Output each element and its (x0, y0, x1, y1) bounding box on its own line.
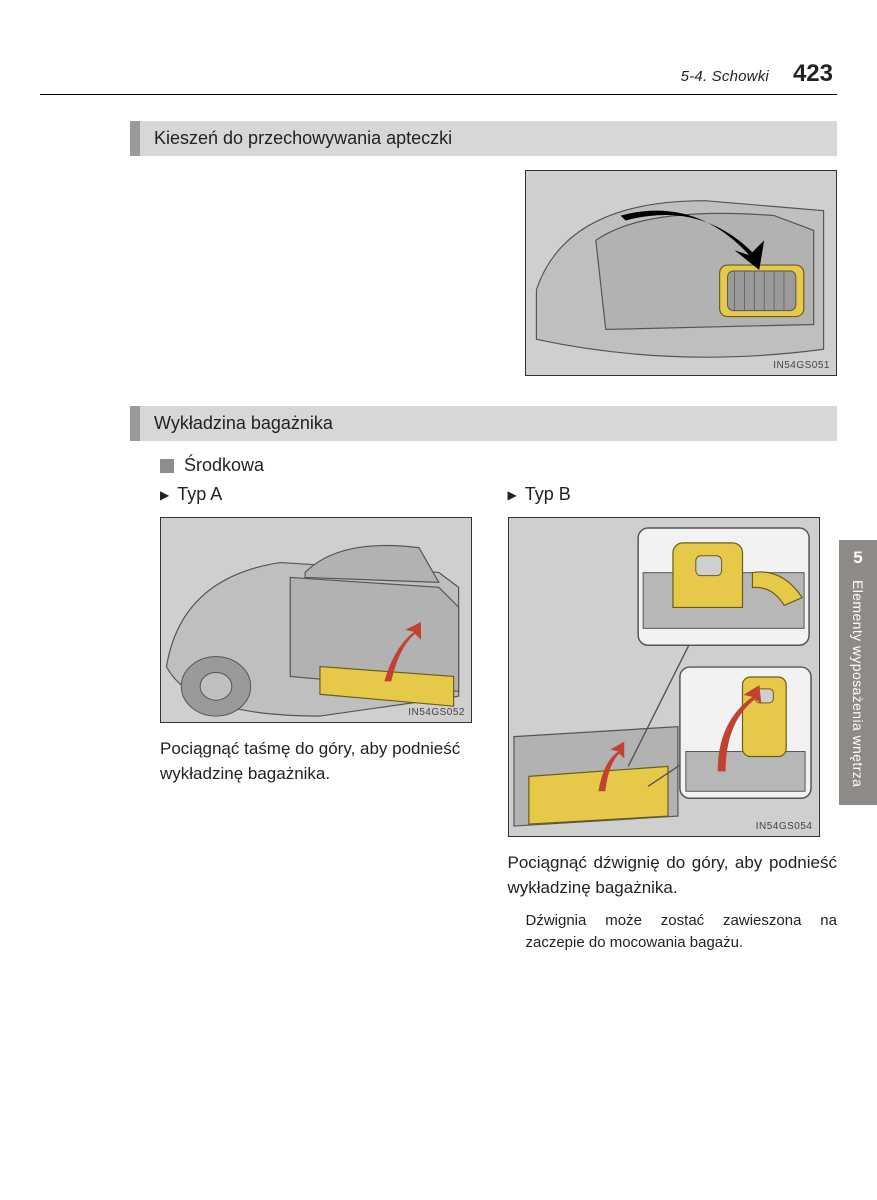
triangle-marker-icon: ▶ (508, 488, 517, 502)
page-number: 423 (793, 60, 833, 88)
type-label-b: ▶ Typ B (508, 484, 838, 505)
type-a-body: Pociągnąć taśmę do góry, aby podnieść wy… (160, 737, 490, 786)
type-b-body: Pociągnąć dźwignię do góry, aby podnieść… (508, 851, 838, 900)
figure-type-b: IN54GS054 (508, 517, 820, 837)
header-rule (40, 94, 837, 95)
square-marker-icon (160, 459, 174, 473)
trunk-pocket-illustration (526, 171, 836, 375)
type-b-text: Typ B (525, 484, 571, 505)
figure-1-wrap: IN54GS051 (160, 170, 837, 376)
chapter-title: Elementy wyposażenia wnętrza (850, 576, 866, 791)
chapter-number: 5 (853, 548, 862, 568)
type-a-text: Typ A (177, 484, 222, 505)
figure-trunk-pocket: IN54GS051 (525, 170, 837, 376)
manual-page: 5-4. Schowki 423 Kieszeń do przechowywan… (0, 0, 877, 1200)
figure-type-a: IN54GS052 (160, 517, 472, 723)
column-type-b: ▶ Typ B (508, 484, 838, 954)
column-type-a: ▶ Typ A IN54GS052 Pociągnąć taśm (160, 484, 490, 786)
type-b-note: Dźwignia może zostać zawieszona na zacze… (508, 910, 838, 954)
section-breadcrumb: 5-4. Schowki (681, 68, 769, 85)
sub-heading-center: Środkowa (160, 455, 837, 476)
figure-code: IN54GS054 (756, 821, 813, 832)
section-heading-first-aid-pocket: Kieszeń do przechowywania apteczki (130, 121, 837, 156)
figure-code: IN54GS052 (408, 707, 465, 718)
section-2-content: Środkowa ▶ Typ A (160, 455, 837, 954)
section-1-content: IN54GS051 (160, 170, 837, 376)
type-label-a: ▶ Typ A (160, 484, 490, 505)
type-a-illustration (161, 518, 471, 722)
chapter-thumb-tab: 5 Elementy wyposażenia wnętrza (839, 540, 877, 805)
two-column-layout: ▶ Typ A IN54GS052 Pociągnąć taśm (160, 484, 837, 954)
figure-code: IN54GS051 (773, 360, 830, 371)
section-title: Wykładzina bagażnika (154, 413, 333, 433)
section-heading-trunk-mat: Wykładzina bagażnika (130, 406, 837, 441)
page-header: 5-4. Schowki 423 (40, 60, 837, 88)
sub-heading-label: Środkowa (184, 455, 264, 476)
type-b-illustration (509, 518, 819, 836)
section-title: Kieszeń do przechowywania apteczki (154, 128, 452, 148)
triangle-marker-icon: ▶ (160, 488, 169, 502)
